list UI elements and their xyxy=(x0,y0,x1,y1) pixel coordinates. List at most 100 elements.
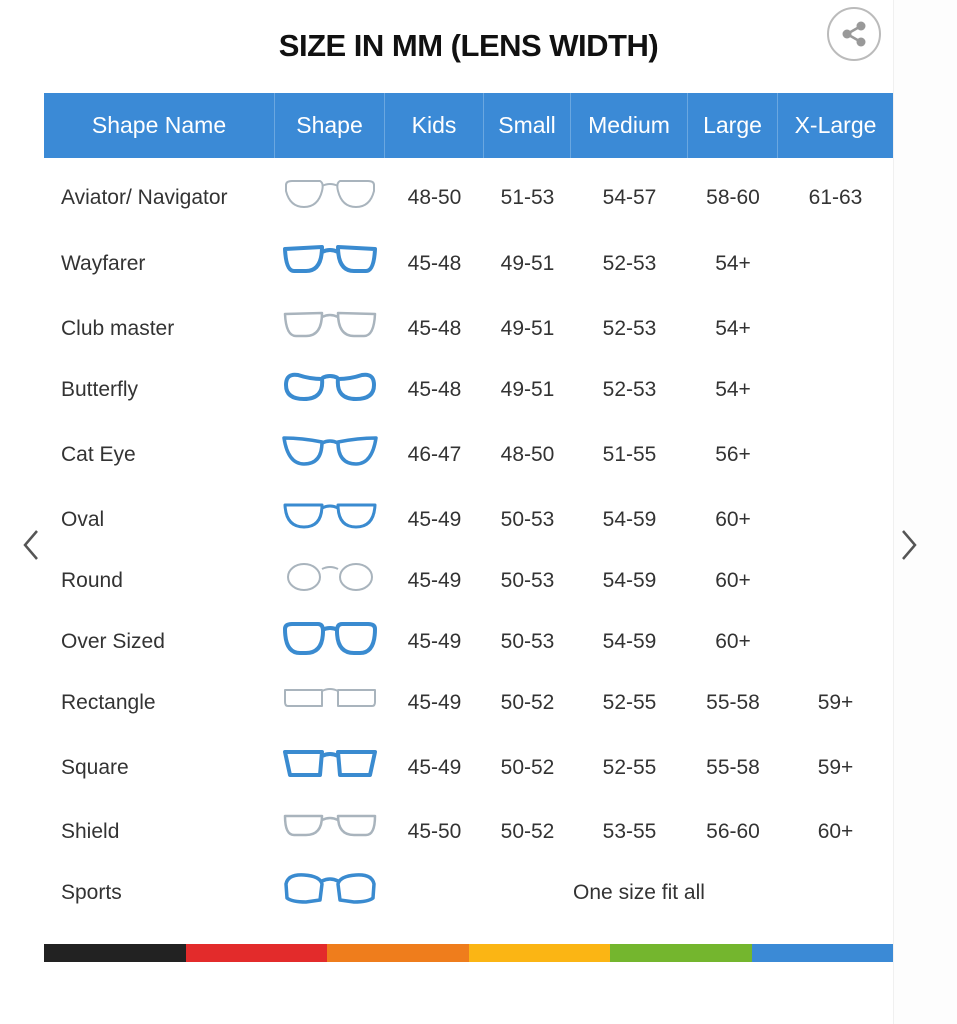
size-xlarge: 61-63 xyxy=(808,186,863,209)
shape-name: Cat Eye xyxy=(61,443,136,466)
table-row: Oval 45-49 50-53 54-59 60+ xyxy=(44,495,893,545)
size-medium: 53-55 xyxy=(602,820,657,843)
size-kids: 45-48 xyxy=(407,252,462,275)
bar-segment xyxy=(44,944,186,962)
column-header: Shape xyxy=(275,93,385,158)
sports-glasses-icon xyxy=(275,870,385,916)
size-kids: 45-49 xyxy=(407,569,462,592)
size-medium: 54-59 xyxy=(602,569,657,592)
wayfarer-glasses-icon xyxy=(275,241,385,287)
size-small: 49-51 xyxy=(500,378,555,401)
size-medium: 52-53 xyxy=(602,317,657,340)
table-row: Butterfly 45-48 49-51 52-53 54+ xyxy=(44,365,893,415)
size-large: 56+ xyxy=(715,443,751,466)
oversized-glasses-icon xyxy=(275,619,385,665)
size-medium: 51-55 xyxy=(602,443,657,466)
clubmaster-glasses-icon xyxy=(275,306,385,352)
butterfly-glasses-icon xyxy=(275,367,385,413)
size-medium: 52-55 xyxy=(602,756,657,779)
table-row: Cat Eye 46-47 48-50 51-55 56+ xyxy=(44,430,893,480)
bar-segment xyxy=(327,944,469,962)
size-small: 50-52 xyxy=(500,756,555,779)
round-glasses-icon xyxy=(275,558,385,604)
table-row: Club master 45-48 49-51 52-53 54+ xyxy=(44,304,893,354)
table-row: Sports One size fit all xyxy=(44,868,893,918)
chevron-right-icon xyxy=(902,530,917,560)
size-small: 50-53 xyxy=(500,630,555,653)
page-title: SIZE IN MM (LENS WIDTH) xyxy=(278,28,659,63)
size-kids: 45-48 xyxy=(407,378,462,401)
column-header: Medium xyxy=(571,93,688,158)
size-large: 54+ xyxy=(715,252,751,275)
column-header: X-Large xyxy=(794,112,877,138)
size-kids: 45-49 xyxy=(407,691,462,714)
shield-glasses-icon xyxy=(275,809,385,855)
size-large: 60+ xyxy=(715,569,751,592)
aviator-glasses-icon xyxy=(275,175,385,221)
square-glasses-icon xyxy=(275,745,385,791)
size-large: 55-58 xyxy=(706,691,760,714)
size-large: 60+ xyxy=(715,630,751,653)
size-small: 49-51 xyxy=(500,252,555,275)
size-large: 55-58 xyxy=(706,756,760,779)
size-small: 50-53 xyxy=(500,508,555,531)
table-header: Shape Name Shape Kids Small Medium Large… xyxy=(44,93,893,158)
table-row: Wayfarer 45-48 49-51 52-53 54+ xyxy=(44,239,893,289)
chevron-left-icon xyxy=(23,530,38,560)
size-medium: 52-53 xyxy=(602,252,657,275)
size-kids: 45-48 xyxy=(407,317,462,340)
share-icon xyxy=(842,21,866,47)
size-large: 54+ xyxy=(715,378,751,401)
table-row: Shield 45-50 50-52 53-55 56-60 60+ xyxy=(44,807,893,857)
column-header: Large xyxy=(688,93,778,158)
shape-name: Aviator/ Navigator xyxy=(61,186,228,209)
page-edge xyxy=(893,0,957,1024)
size-kids: 48-50 xyxy=(407,186,462,209)
column-header: Kids xyxy=(385,93,484,158)
oval-glasses-icon xyxy=(275,497,385,543)
size-small: 50-52 xyxy=(500,691,555,714)
table-row: Square 45-49 50-52 52-55 55-58 59+ xyxy=(44,743,893,793)
bar-segment xyxy=(610,944,752,962)
size-small: 48-50 xyxy=(500,443,555,466)
shape-name: Over Sized xyxy=(61,630,165,653)
bar-segment xyxy=(751,944,893,962)
size-note: One size fit all xyxy=(573,881,705,904)
column-header: Shape Name xyxy=(44,93,275,158)
size-kids: 45-50 xyxy=(407,820,462,843)
size-medium: 52-53 xyxy=(602,378,657,401)
column-header: Small xyxy=(484,93,571,158)
size-small: 49-51 xyxy=(500,317,555,340)
size-large: 58-60 xyxy=(706,186,760,209)
prev-button[interactable] xyxy=(16,525,46,565)
table-row: Aviator/ Navigator 48-50 51-53 54-57 58-60 6… xyxy=(44,173,893,223)
bar-segment xyxy=(185,944,327,962)
size-small: 50-53 xyxy=(500,569,555,592)
shape-name: Sports xyxy=(61,881,122,904)
size-xlarge: 59+ xyxy=(817,691,854,714)
size-medium: 54-59 xyxy=(602,630,657,653)
share-button[interactable] xyxy=(827,7,881,61)
table-row: Rectangle 45-49 50-52 52-55 55-58 59+ xyxy=(44,678,893,728)
size-small: 50-52 xyxy=(500,820,555,843)
size-kids: 46-47 xyxy=(407,443,462,466)
rectangle-glasses-icon xyxy=(275,680,385,726)
next-button[interactable] xyxy=(894,525,924,565)
shape-name: Square xyxy=(61,756,129,779)
size-small: 51-53 xyxy=(500,186,555,209)
size-kids: 45-49 xyxy=(407,508,462,531)
size-kids: 45-49 xyxy=(407,756,462,779)
shape-name: Wayfarer xyxy=(61,252,146,275)
table-row: Over Sized 45-49 50-53 54-59 60+ xyxy=(44,617,893,667)
table-row: Round 45-49 50-53 54-59 60+ xyxy=(44,556,893,606)
shape-name: Round xyxy=(61,569,123,592)
shape-name: Club master xyxy=(61,317,175,340)
shape-name: Butterfly xyxy=(61,378,139,401)
size-medium: 54-59 xyxy=(602,508,657,531)
size-medium: 52-55 xyxy=(602,691,657,714)
size-kids: 45-49 xyxy=(407,630,462,653)
shape-name: Rectangle xyxy=(61,691,156,714)
cateye-glasses-icon xyxy=(275,432,385,478)
size-xlarge: 60+ xyxy=(817,820,854,843)
size-large: 56-60 xyxy=(706,820,760,843)
